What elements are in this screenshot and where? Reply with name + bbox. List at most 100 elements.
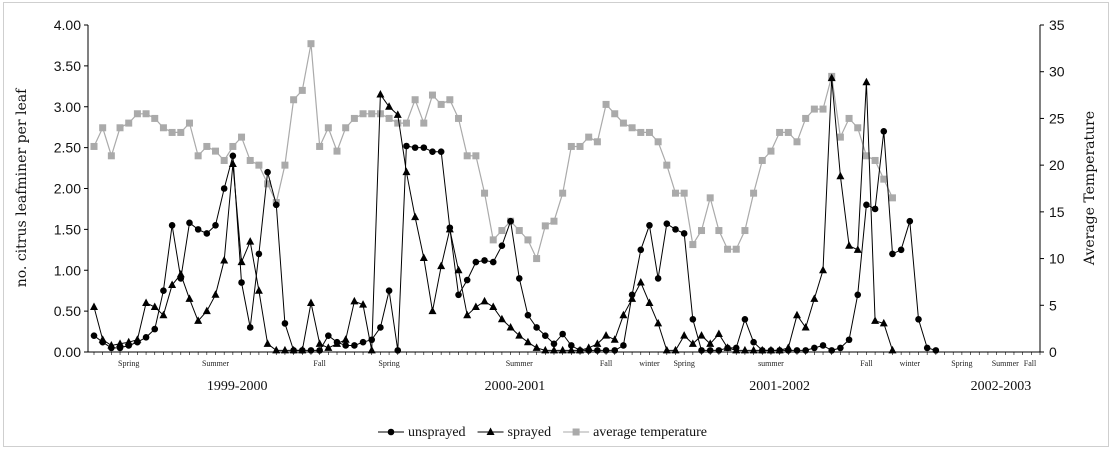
- season-label: Summer: [506, 359, 533, 368]
- data-point-triangle: [628, 294, 637, 302]
- data-point-circle: [264, 168, 271, 176]
- data-point-square: [316, 142, 324, 150]
- legend-item: unsprayed: [378, 425, 466, 440]
- data-point-triangle: [871, 316, 880, 324]
- data-point-square: [307, 40, 315, 48]
- data-point-circle: [420, 144, 428, 151]
- data-point-triangle: [784, 343, 793, 351]
- data-point-square: [698, 227, 706, 235]
- data-point-square: [602, 100, 610, 108]
- data-point-square: [524, 236, 532, 244]
- data-point-square: [671, 189, 679, 197]
- data-point-square: [472, 152, 480, 160]
- data-point-triangle: [497, 314, 506, 323]
- left-tick-label: 4.00: [54, 17, 81, 33]
- data-point-square: [567, 142, 575, 150]
- data-point-triangle: [333, 339, 342, 347]
- data-point-circle: [220, 185, 228, 192]
- left-tick-label: 3.00: [54, 99, 81, 115]
- data-point-triangle: [749, 345, 758, 354]
- data-point-square: [871, 156, 879, 164]
- data-point-circle: [750, 338, 757, 346]
- y-axis-title-left: no. citrus leafminer per leaf: [14, 87, 30, 287]
- series-layer: [90, 40, 940, 354]
- season-label: Fall: [860, 359, 873, 368]
- data-point-square: [802, 114, 810, 122]
- data-point-triangle: [116, 339, 125, 347]
- data-point-square: [342, 124, 350, 132]
- data-point-triangle: [549, 345, 558, 354]
- data-point-circle: [455, 291, 462, 299]
- data-point-circle: [463, 276, 471, 284]
- data-point-triangle: [792, 310, 801, 319]
- series-sprayed: [90, 73, 897, 354]
- data-point-circle: [811, 344, 818, 352]
- data-point-triangle: [194, 316, 203, 324]
- right-tick-label: 35: [1049, 17, 1065, 33]
- data-point-square: [498, 227, 506, 235]
- data-point-square: [611, 110, 619, 118]
- data-point-triangle: [263, 339, 272, 347]
- data-point-square: [758, 156, 766, 164]
- data-point-triangle: [688, 339, 697, 347]
- data-point-square: [680, 189, 688, 197]
- data-point-circle: [411, 144, 419, 151]
- legend-marker-triangle: [486, 427, 495, 435]
- left-tick-label: 2.50: [54, 140, 81, 156]
- data-point-triangle: [228, 159, 237, 167]
- data-point-square: [637, 128, 645, 136]
- data-point-square: [784, 128, 792, 136]
- data-point-square: [168, 128, 176, 136]
- season-label: Fall: [1024, 359, 1037, 368]
- data-point-circle: [255, 250, 263, 258]
- data-point-triangle: [740, 345, 749, 354]
- legend-item: average temperature: [563, 425, 707, 440]
- data-point-circle: [611, 347, 619, 354]
- data-point-circle: [602, 347, 610, 354]
- y-axis-title-right: Average Temperature: [1082, 111, 1098, 266]
- data-point-circle: [706, 347, 714, 354]
- data-point-triangle: [836, 171, 845, 180]
- data-point-square: [324, 124, 332, 132]
- season-label: winter: [900, 359, 921, 368]
- data-point-triangle: [220, 255, 229, 264]
- data-point-triangle: [185, 294, 194, 302]
- data-point-circle: [654, 275, 662, 282]
- data-point-triangle: [211, 290, 220, 298]
- data-point-triangle: [879, 318, 888, 327]
- data-point-circle: [533, 324, 540, 331]
- right-tick-label: 10: [1049, 251, 1065, 267]
- season-label: Spring: [673, 359, 694, 368]
- data-point-triangle: [723, 343, 732, 351]
- data-point-square: [576, 142, 584, 150]
- data-point-circle: [871, 205, 879, 213]
- data-point-triangle: [732, 345, 741, 354]
- data-point-triangle: [819, 265, 828, 274]
- data-point-triangle: [706, 339, 715, 347]
- data-point-circle: [403, 142, 410, 150]
- data-point-triangle: [775, 345, 784, 354]
- legend-label: sprayed: [508, 425, 552, 440]
- left-y-ticks: 0.00 0.50 1.00 1.50 2.00 2.50 3.00 3.50 4.00: [54, 17, 88, 360]
- right-tick-label: 20: [1049, 157, 1065, 173]
- data-point-triangle: [853, 245, 862, 253]
- data-point-triangle: [341, 335, 350, 343]
- data-point-square: [654, 138, 662, 146]
- data-point-square: [238, 133, 246, 141]
- legend-item: sprayed: [477, 425, 552, 440]
- data-point-square: [663, 161, 671, 169]
- data-point-circle: [229, 152, 237, 160]
- data-point-triangle: [662, 345, 671, 354]
- data-point-circle: [142, 333, 150, 341]
- data-point-triangle: [385, 102, 394, 110]
- data-point-square: [880, 175, 888, 183]
- data-point-circle: [932, 347, 940, 354]
- data-point-triangle: [437, 261, 446, 270]
- data-point-triangle: [489, 302, 498, 311]
- legend: unsprayed sprayed average temperature: [378, 425, 707, 440]
- data-point-circle: [542, 332, 549, 339]
- period-label: 2002-2003: [971, 379, 1032, 394]
- right-y-ticks: 0 5 10 15 20 25 30 35: [1040, 17, 1065, 360]
- data-point-square: [151, 114, 159, 122]
